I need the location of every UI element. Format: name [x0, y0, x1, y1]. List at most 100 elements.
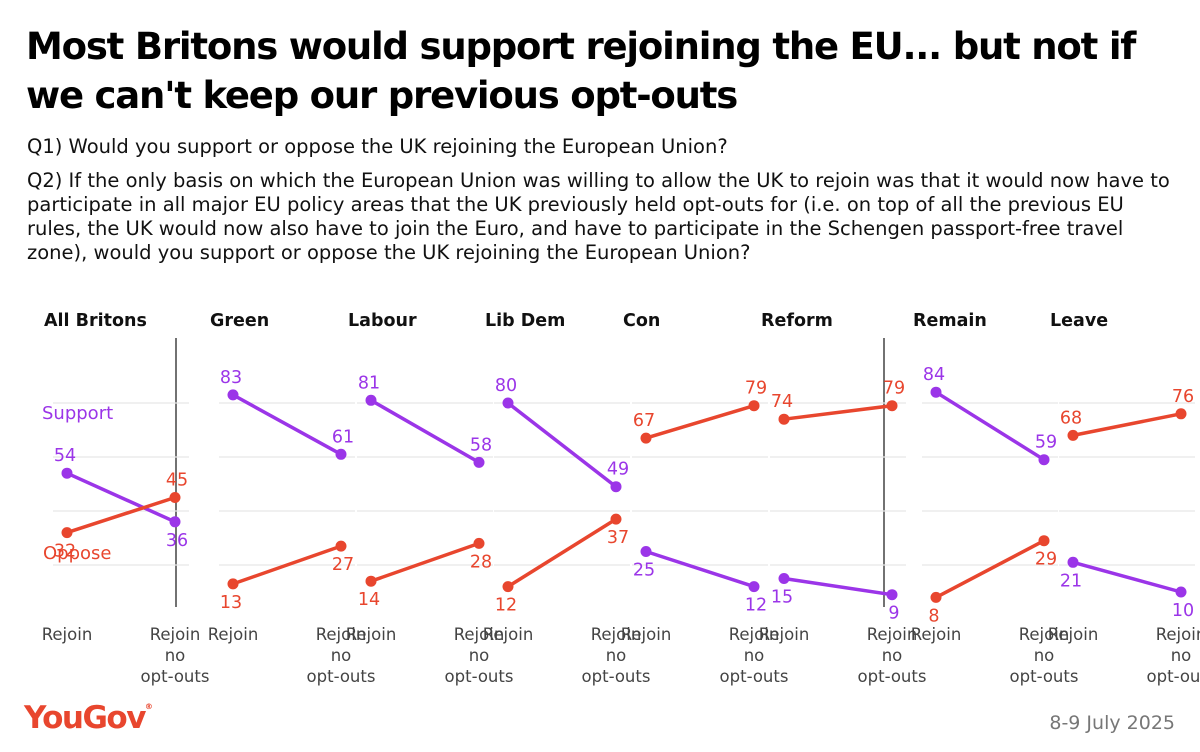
- data-label-support: 58: [470, 435, 492, 455]
- data-label-oppose: 27: [332, 555, 354, 575]
- oppose-line-leave: [1071, 412, 1183, 438]
- support-point-rejoin-lib-dem: [502, 397, 514, 409]
- oppose-line-lib-dem: [506, 517, 618, 589]
- data-label-support: 12: [745, 596, 767, 616]
- x-tick-label: Rejoin: [1048, 625, 1099, 644]
- data-label-support: 84: [923, 365, 945, 385]
- data-label-oppose: 76: [1172, 387, 1194, 407]
- x-tick-label: no: [882, 646, 903, 665]
- question-2: Q2) If the only basis on which the Europ…: [27, 169, 1170, 264]
- x-tick-label: no: [1034, 646, 1055, 665]
- yougov-logo: YouGov®: [24, 700, 153, 736]
- support-line-labour: [369, 398, 481, 465]
- x-tick-label: no: [1171, 646, 1192, 665]
- data-label-oppose: 13: [220, 593, 242, 613]
- x-tick-label: no: [331, 646, 352, 665]
- support-line-leave: [1071, 560, 1183, 594]
- support-point-no-optouts-reform: [886, 589, 898, 601]
- oppose-line-remain: [934, 538, 1046, 600]
- x-tick-label: opt-outs: [307, 667, 376, 686]
- legend-support: Support: [42, 403, 113, 424]
- x-tick-label: Rejoin: [1019, 625, 1070, 644]
- oppose-line-labour: [369, 541, 481, 583]
- data-label-support: 49: [607, 460, 629, 480]
- data-label-oppose: 32: [54, 542, 76, 562]
- support-line-all-britons: [65, 471, 177, 524]
- oppose-line-all-britons: [65, 495, 177, 535]
- data-label-support: 80: [495, 376, 517, 396]
- data-label-support: 25: [633, 561, 655, 581]
- data-label-oppose: 37: [607, 528, 629, 548]
- x-tick-label: opt-outs: [858, 667, 927, 686]
- support-point-rejoin-reform: [778, 573, 790, 584]
- x-tick-label: no: [744, 646, 765, 665]
- data-label-oppose: 45: [166, 471, 188, 491]
- brand-name: YouGov: [24, 700, 146, 736]
- oppose-line-con: [644, 403, 756, 440]
- x-tick-label: Rejoin: [208, 625, 259, 644]
- oppose-point-rejoin-all-britons: [61, 527, 73, 539]
- data-label-support: 21: [1060, 571, 1082, 591]
- x-tick-label: Rejoin: [1156, 625, 1200, 644]
- support-point-rejoin-labour: [365, 394, 377, 406]
- data-label-oppose: 67: [633, 411, 655, 431]
- x-tick-label: Rejoin: [42, 625, 93, 644]
- x-tick-label: Rejoin: [729, 625, 780, 644]
- support-point-rejoin-leave: [1067, 556, 1079, 568]
- oppose-point-no-optouts-green: [335, 540, 347, 552]
- registered-mark: ®: [144, 702, 153, 711]
- panel-title-labour: Labour: [348, 311, 417, 331]
- oppose-point-rejoin-green: [227, 578, 239, 590]
- oppose-point-no-optouts-lib-dem: [610, 513, 622, 525]
- legend-oppose: Oppose: [43, 543, 111, 564]
- support-line-lib-dem: [506, 401, 618, 489]
- support-point-rejoin-all-britons: [61, 467, 73, 479]
- data-label-support: 83: [220, 368, 242, 388]
- data-label-oppose: 79: [883, 379, 905, 399]
- oppose-point-rejoin-con: [640, 432, 652, 444]
- panel-title-lib-dem: Lib Dem: [485, 311, 565, 331]
- fieldwork-date: 8-9 July 2025: [1049, 712, 1175, 734]
- support-point-no-optouts-green: [335, 448, 347, 460]
- x-tick-label: Rejoin: [591, 625, 642, 644]
- x-tick-label: opt-outs: [141, 667, 210, 686]
- x-tick-label: Rejoin: [911, 625, 962, 644]
- support-point-no-optouts-con: [748, 581, 760, 593]
- support-point-rejoin-con: [640, 546, 652, 557]
- x-tick-label: opt-outs: [1147, 667, 1200, 686]
- x-tick-label: opt-outs: [582, 667, 651, 686]
- support-point-rejoin-green: [227, 389, 239, 401]
- data-label-oppose: 79: [745, 379, 767, 399]
- oppose-point-no-optouts-all-britons: [169, 492, 181, 503]
- chart-title: Most Britons would support rejoining the…: [26, 25, 1136, 117]
- data-label-support: 61: [332, 427, 354, 447]
- oppose-point-no-optouts-con: [748, 400, 760, 412]
- oppose-line-reform: [782, 403, 894, 421]
- x-tick-label: Rejoin: [483, 625, 534, 644]
- support-point-no-optouts-labour: [473, 456, 485, 468]
- support-line-remain: [934, 390, 1046, 462]
- x-tick-label: Rejoin: [346, 625, 397, 644]
- oppose-point-rejoin-leave: [1067, 429, 1079, 441]
- support-point-no-optouts-lib-dem: [610, 481, 622, 493]
- oppose-point-rejoin-remain: [930, 591, 942, 603]
- panel-title-reform: Reform: [761, 311, 833, 331]
- data-label-support: 15: [771, 588, 793, 608]
- data-label-oppose: 28: [470, 552, 492, 572]
- x-tick-label: no: [469, 646, 490, 665]
- data-label-oppose: 68: [1060, 408, 1082, 428]
- oppose-point-no-optouts-leave: [1175, 408, 1187, 420]
- x-tick-label: opt-outs: [1010, 667, 1079, 686]
- oppose-point-no-optouts-labour: [473, 537, 485, 549]
- data-label-oppose: 12: [495, 596, 517, 616]
- data-label-oppose: 14: [358, 590, 380, 610]
- x-tick-label: Rejoin: [621, 625, 672, 644]
- data-label-oppose: 29: [1035, 550, 1057, 570]
- panel-title-con: Con: [623, 311, 660, 331]
- support-line-con: [644, 549, 756, 589]
- support-line-green: [231, 393, 343, 457]
- support-point-no-optouts-leave: [1175, 586, 1187, 598]
- x-tick-label: Rejoin: [454, 625, 505, 644]
- support-line-reform: [782, 576, 894, 597]
